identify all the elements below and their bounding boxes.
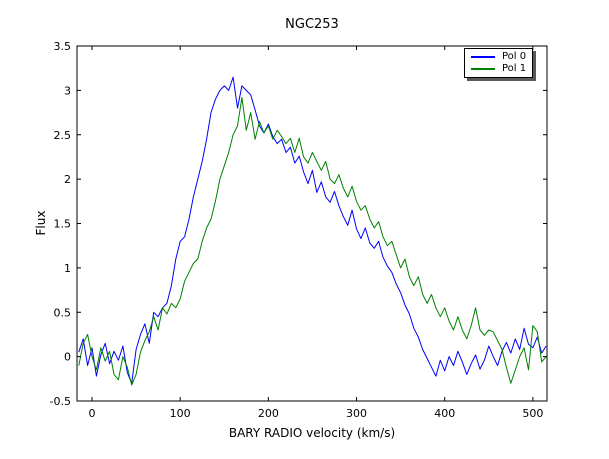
y-tick-label: -0.5 [50, 395, 71, 408]
y-tick-label: 3 [64, 84, 71, 97]
legend-item-pol1: Pol 1 [471, 63, 526, 74]
y-tick-label: 0 [64, 351, 71, 364]
x-tick-label: 500 [522, 407, 543, 420]
chart-title: NGC253 [285, 17, 339, 32]
y-tick-label: 2 [64, 173, 71, 186]
axes-frame [76, 45, 548, 402]
x-tick-label: 400 [434, 407, 455, 420]
x-axis-label: BARY RADIO velocity (km/s) [228, 426, 396, 440]
y-tick-label: 0.5 [54, 306, 72, 319]
x-tick-label: 0 [88, 407, 95, 420]
y-tick-label: 1.5 [54, 218, 72, 231]
y-tick-label: 3.5 [54, 40, 72, 53]
series-line-pol-1 [78, 97, 547, 386]
legend: Pol 0 Pol 1 [464, 48, 534, 78]
y-tick-label: 2.5 [54, 129, 72, 142]
legend-item-pol0: Pol 0 [471, 51, 526, 62]
x-tick-label: 300 [346, 407, 367, 420]
legend-label-pol0: Pol 0 [502, 51, 527, 62]
y-tick-label: 1 [64, 262, 71, 275]
legend-label-pol1: Pol 1 [502, 63, 527, 74]
legend-line-pol1-icon [471, 67, 495, 70]
series-line-pol-0 [78, 76, 547, 384]
legend-line-pol0-icon [471, 55, 495, 58]
x-tick-label: 200 [258, 407, 279, 420]
x-tick-label: 100 [170, 407, 191, 420]
